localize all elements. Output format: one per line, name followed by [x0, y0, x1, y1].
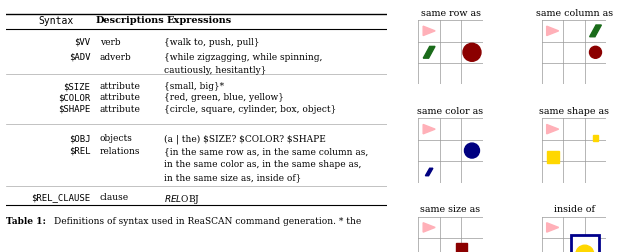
Polygon shape [589, 25, 602, 37]
Bar [593, 135, 598, 141]
Text: relations: relations [100, 147, 140, 156]
Text: $COLOR: $COLOR [58, 93, 90, 103]
Text: $OBJ: $OBJ [68, 134, 90, 143]
Circle shape [589, 46, 602, 58]
Text: $VV: $VV [74, 38, 90, 47]
Text: Definitions of syntax used in ReaSCAN command generation. * the: Definitions of syntax used in ReaSCAN co… [54, 217, 361, 226]
Text: $REL $OBJ: $REL $OBJ [164, 193, 201, 206]
Text: {small, big}*: {small, big}* [164, 82, 225, 91]
Text: clause: clause [100, 193, 129, 202]
Text: objects: objects [100, 134, 132, 143]
Text: $SIZE: $SIZE [63, 82, 90, 91]
Text: {while zigzagging, while spinning,: {while zigzagging, while spinning, [164, 53, 323, 62]
Text: Expressions: Expressions [166, 16, 231, 25]
Text: Syntax: Syntax [38, 16, 74, 26]
Text: same shape as: same shape as [539, 107, 609, 116]
Text: same column as: same column as [536, 9, 612, 18]
Text: Descriptions: Descriptions [96, 16, 164, 25]
Polygon shape [423, 223, 435, 232]
Circle shape [576, 245, 594, 252]
Bar [456, 243, 467, 252]
Bar [571, 235, 598, 252]
Text: cautiously, hesitantly}: cautiously, hesitantly} [164, 66, 267, 75]
Text: same color as: same color as [417, 107, 484, 116]
Text: verb: verb [100, 38, 120, 47]
Polygon shape [423, 124, 435, 134]
Text: {red, green, blue, yellow}: {red, green, blue, yellow} [164, 93, 284, 103]
Text: Table 1:: Table 1: [6, 217, 46, 226]
Text: $REL: $REL [68, 147, 90, 156]
Bar [547, 151, 559, 163]
Polygon shape [547, 26, 559, 36]
Text: $ADV: $ADV [68, 53, 90, 62]
Text: adverb: adverb [100, 53, 131, 62]
Text: in the same color as, in the same shape as,: in the same color as, in the same shape … [164, 160, 362, 169]
Circle shape [463, 43, 481, 61]
Text: {walk to, push, pull}: {walk to, push, pull} [164, 38, 260, 47]
Polygon shape [547, 223, 559, 232]
Text: {circle, square, cylinder, box, object}: {circle, square, cylinder, box, object} [164, 105, 337, 114]
Polygon shape [423, 46, 435, 58]
Text: same size as: same size as [420, 205, 481, 214]
Polygon shape [423, 26, 435, 36]
Text: {in the same row as, in the same column as,: {in the same row as, in the same column … [164, 147, 369, 156]
Text: attribute: attribute [100, 93, 141, 103]
Text: in the same size as, inside of}: in the same size as, inside of} [164, 173, 301, 182]
Text: attribute: attribute [100, 82, 141, 91]
Text: attribute: attribute [100, 105, 141, 114]
Text: $REL_CLAUSE: $REL_CLAUSE [31, 193, 90, 202]
Text: (a | the) $SIZE? $COLOR? $SHAPE: (a | the) $SIZE? $COLOR? $SHAPE [164, 134, 326, 144]
Polygon shape [547, 124, 559, 134]
Circle shape [465, 143, 479, 158]
Text: $SHAPE: $SHAPE [58, 105, 90, 114]
Text: same row as: same row as [420, 9, 481, 18]
Polygon shape [426, 168, 433, 176]
Text: inside of: inside of [554, 205, 595, 214]
